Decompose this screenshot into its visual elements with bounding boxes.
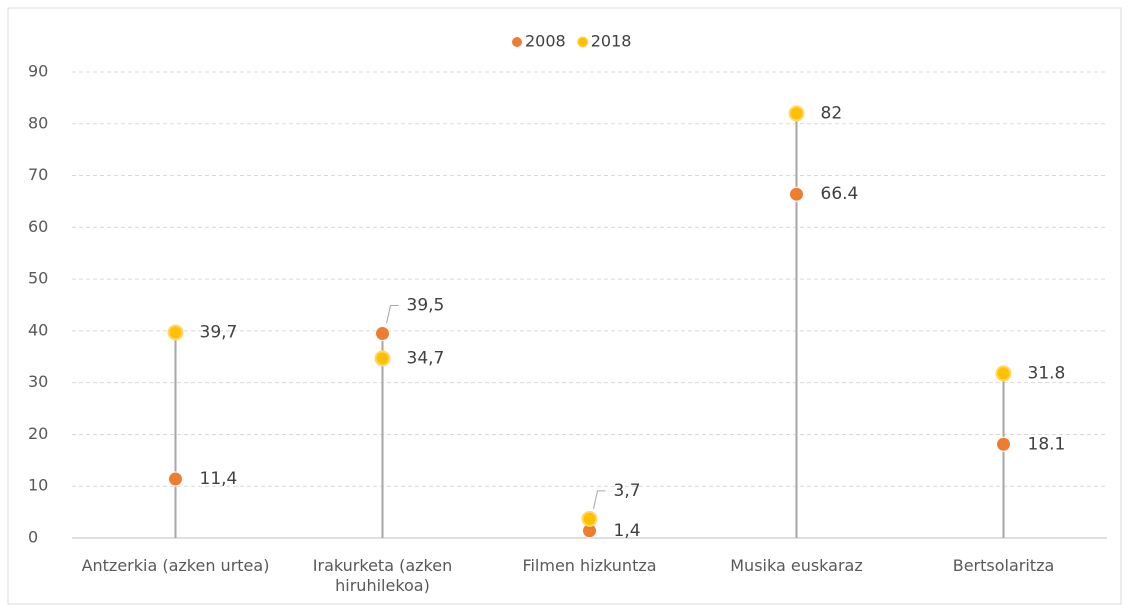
leader-line	[386, 304, 399, 324]
value-label: 82	[821, 103, 843, 123]
dot	[168, 471, 183, 487]
legend-label: 2018	[591, 32, 632, 51]
dot	[788, 105, 805, 122]
y-tick-label: 60	[28, 217, 48, 236]
y-tick-label: 40	[28, 320, 48, 339]
dot	[374, 350, 391, 367]
y-tick-label: 0	[28, 528, 38, 547]
legend-marker	[512, 37, 522, 47]
x-tick-label: Irakurketa (azken hiruhilekoa)	[312, 556, 453, 595]
value-label: 66.4	[821, 184, 859, 204]
dot	[996, 436, 1011, 452]
x-tick-label: Antzerkia (azken urtea)	[81, 556, 270, 575]
dot	[375, 325, 390, 341]
value-label: 3,7	[614, 481, 641, 501]
y-tick-label: 90	[28, 62, 48, 81]
legend-label: 2008	[525, 32, 566, 51]
x-tick-label: Musika euskaraz	[730, 556, 863, 575]
value-label: 31.8	[1028, 363, 1066, 383]
dot	[789, 186, 804, 202]
value-label: 11,4	[200, 469, 238, 489]
value-label: 18.1	[1028, 434, 1066, 454]
y-tick-label: 70	[28, 165, 48, 184]
value-label: 39,7	[200, 322, 238, 342]
x-tick-label: Filmen hizkuntza	[522, 556, 657, 575]
y-tick-label: 10	[28, 476, 48, 495]
value-label: 34,7	[407, 348, 445, 368]
leader-line	[593, 490, 606, 509]
legend-marker	[577, 36, 589, 48]
y-tick-label: 50	[28, 269, 48, 288]
dot	[995, 365, 1012, 382]
value-label: 39,5	[407, 295, 445, 315]
y-tick-label: 80	[28, 113, 48, 132]
dot	[167, 324, 184, 341]
y-tick-label: 30	[28, 372, 48, 391]
x-tick-label: Bertsolaritza	[952, 556, 1055, 575]
chart-border	[7, 7, 1122, 605]
y-tick-label: 20	[28, 424, 48, 443]
dot	[581, 510, 598, 527]
value-label: 1,4	[614, 521, 641, 541]
